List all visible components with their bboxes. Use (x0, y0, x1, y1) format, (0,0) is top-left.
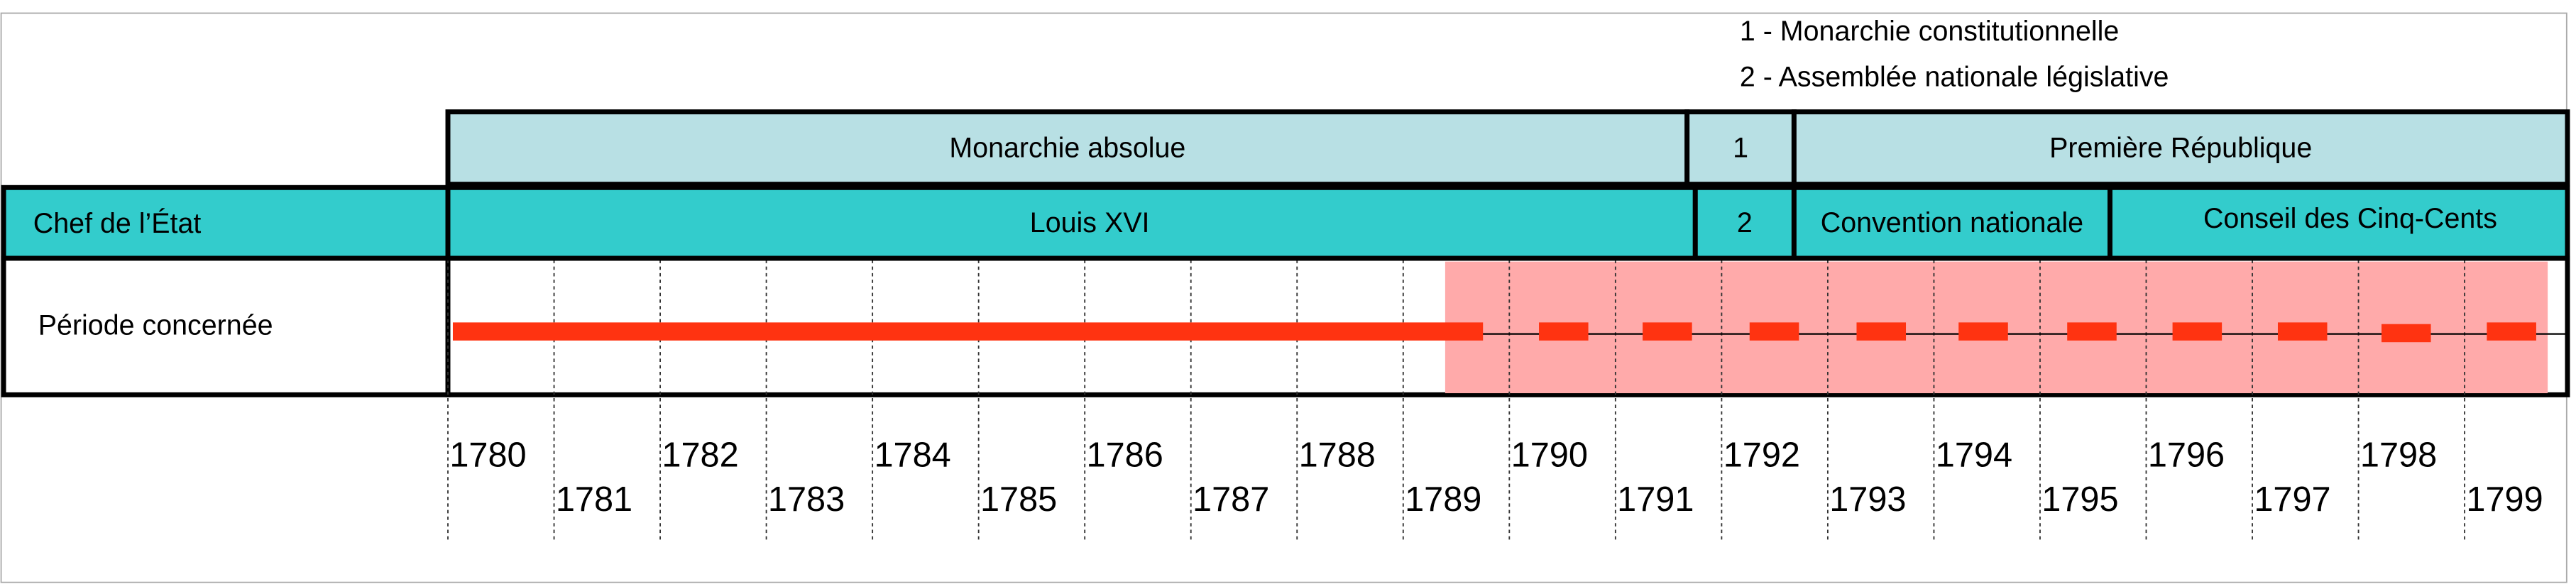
year-label: 1787 (1193, 480, 1269, 519)
head-label: Chef de l’État (33, 208, 202, 239)
regime: 1 (1733, 132, 1748, 163)
year-label: 1781 (556, 480, 632, 519)
year-label: 1789 (1405, 480, 1481, 519)
period-dash (2382, 324, 2431, 343)
year-label: 1792 (1723, 436, 1800, 474)
head: Louis XVI (1030, 207, 1150, 238)
year-label: 1799 (2466, 480, 2543, 519)
year-label: 1795 (2041, 480, 2118, 519)
head: 2 (1737, 207, 1753, 238)
period-label: Période concernée (38, 310, 273, 341)
period-dash (1749, 322, 1799, 341)
period-dash (2277, 322, 2328, 341)
period-bar (452, 322, 1484, 341)
period-dash (1856, 322, 1907, 341)
year-label: 1798 (2360, 436, 2437, 474)
period-label-cell (1, 255, 451, 397)
head-cell (2108, 184, 2570, 261)
head: Convention nationale (1821, 207, 2083, 238)
legend-item: 2 - Assemblée nationale législative (1740, 62, 2169, 93)
head: Conseil des Cinq-Cents (2203, 203, 2497, 234)
period-dash (1643, 322, 1692, 341)
regime: Première République (2049, 132, 2312, 163)
year-label: 1797 (2254, 480, 2330, 519)
year-label: 1783 (768, 480, 845, 519)
period-dash (2067, 322, 2117, 341)
period-dash (2172, 322, 2223, 341)
regime-cell (1791, 109, 2570, 187)
year-label: 1782 (662, 436, 738, 474)
year-label: 1791 (1617, 480, 1694, 519)
head-cell (1791, 184, 2112, 261)
legend-item: 1 - Monarchie constitutionnelle (1740, 16, 2119, 47)
year-label: 1785 (980, 480, 1057, 519)
period-dash (1539, 322, 1589, 341)
year-label: 1780 (449, 436, 526, 474)
year-label: 1790 (1511, 436, 1588, 474)
year-label: 1793 (1829, 480, 1906, 519)
year-label: 1788 (1299, 436, 1376, 474)
regime: Monarchie absolue (949, 132, 1185, 163)
year-label: 1786 (1087, 436, 1163, 474)
regime-cell (1684, 109, 1797, 187)
period-dash (2487, 322, 2536, 341)
year-label: 1784 (874, 436, 950, 474)
period-dash (1958, 322, 2008, 341)
year-label: 1796 (2148, 436, 2225, 474)
year-label: 1794 (1936, 436, 2012, 474)
